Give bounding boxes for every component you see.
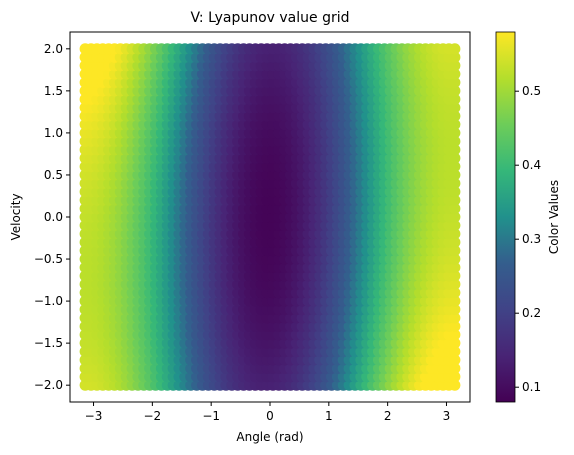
scatter-point	[449, 303, 461, 316]
scatter-point	[449, 68, 461, 80]
x-tick-label: −3	[85, 409, 103, 423]
x-axis-label: Angle (rad)	[236, 430, 303, 444]
scatter-point	[449, 60, 461, 72]
y-tick-label: 0.0	[44, 210, 63, 224]
scatter-points	[79, 43, 461, 391]
scatter-point	[449, 295, 461, 307]
scatter-point	[449, 312, 461, 324]
y-tick-label: 1.5	[44, 84, 63, 98]
scatter-point	[449, 211, 461, 223]
y-tick-label: −1.0	[34, 294, 63, 308]
scatter-point	[449, 345, 461, 358]
x-tick-label: 3	[443, 409, 451, 423]
x-tick-label: 2	[384, 409, 392, 423]
scatter-point	[449, 362, 461, 374]
scatter-point	[449, 85, 461, 97]
scatter-point	[449, 278, 461, 290]
colorbar-tick-label: 0.4	[522, 158, 541, 172]
scatter-point	[449, 127, 461, 139]
y-axis-ticks: −2.0 −1.5 −1.0 −0.5 0.0 0.5 1.0 1.5 2.0	[34, 42, 70, 392]
scatter-point	[449, 245, 461, 257]
y-tick-label: −2.0	[34, 378, 63, 392]
scatter-point	[449, 202, 461, 215]
x-tick-label: 1	[325, 409, 333, 423]
scatter-point	[449, 253, 461, 265]
scatter-point	[449, 144, 461, 156]
chart-title: V: Lyapunov value grid	[190, 10, 349, 26]
scatter-point	[449, 371, 461, 383]
y-tick-label: 2.0	[44, 42, 63, 56]
scatter-point	[449, 379, 461, 391]
colorbar-tick-label: 0.1	[522, 380, 541, 394]
scatter-point	[449, 135, 461, 147]
scatter-point	[449, 287, 461, 299]
colorbar-label: Color Values	[547, 180, 561, 254]
scatter-point	[449, 219, 461, 232]
colorbar-ticks: 0.1 0.2 0.3 0.4 0.5	[515, 84, 541, 394]
scatter-point	[449, 228, 461, 240]
scatter-point	[449, 177, 461, 189]
scatter-point	[449, 160, 461, 173]
y-tick-label: −0.5	[34, 252, 63, 266]
y-tick-label: 0.5	[44, 168, 63, 182]
scatter-point	[449, 186, 461, 198]
y-tick-label: −1.5	[34, 336, 63, 350]
scatter-point	[449, 76, 461, 89]
y-axis-label: Velocity	[9, 193, 23, 240]
scatter-point	[449, 236, 461, 248]
x-tick-label: 0	[266, 409, 274, 423]
colorbar-tick-label: 0.2	[522, 306, 541, 320]
y-tick-label: 1.0	[44, 126, 63, 140]
x-tick-label: −1	[202, 409, 220, 423]
scatter-point	[449, 110, 461, 122]
scatter-point	[449, 51, 461, 63]
scatter-point	[449, 93, 461, 105]
scatter-point	[449, 320, 461, 332]
x-axis-ticks: −3 −2 −1 0 1 2 3	[85, 402, 451, 423]
scatter-point	[449, 43, 461, 55]
scatter-point	[449, 152, 461, 164]
scatter-point	[449, 337, 461, 349]
scatter-point	[449, 169, 461, 181]
scatter-point	[449, 354, 461, 366]
scatter-point	[449, 194, 461, 206]
colorbar	[495, 31, 516, 403]
scatter-point	[449, 261, 461, 274]
colorbar-tick-label: 0.3	[522, 232, 541, 246]
colorbar-tick-label: 0.5	[522, 84, 541, 98]
x-tick-label: −2	[144, 409, 162, 423]
scatter-point	[449, 270, 461, 282]
scatter-point	[449, 118, 461, 131]
scatter-point	[449, 102, 461, 114]
scatter-point	[449, 329, 461, 341]
